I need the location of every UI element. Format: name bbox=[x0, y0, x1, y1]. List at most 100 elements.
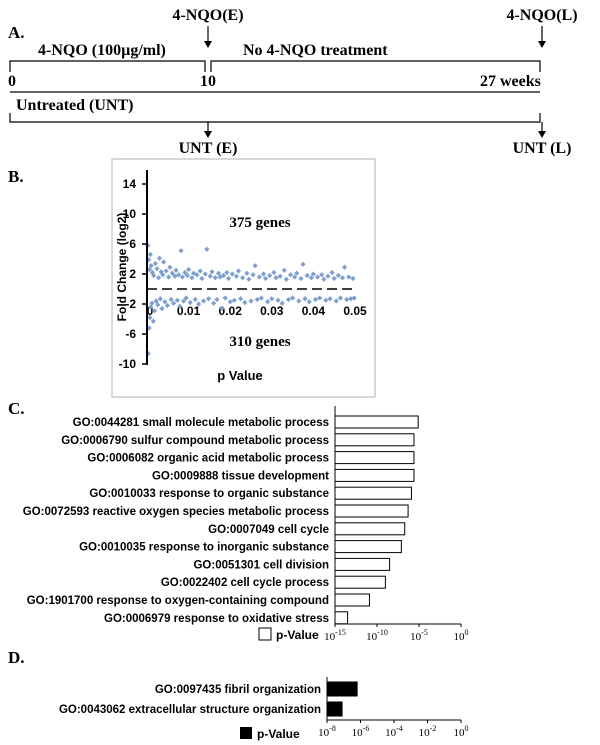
scatter-point bbox=[269, 296, 275, 302]
scatter-point bbox=[184, 272, 190, 279]
arrow-unt-early-head bbox=[204, 131, 212, 138]
scatter-point bbox=[339, 275, 346, 281]
scatter-point bbox=[294, 270, 300, 276]
scatter-point bbox=[151, 272, 157, 279]
scatter-point bbox=[166, 274, 172, 280]
scatter-point bbox=[225, 275, 232, 282]
bar bbox=[334, 593, 370, 607]
scatter-point bbox=[160, 272, 166, 278]
panel-d-letter: D. bbox=[8, 648, 25, 667]
x-tick-base: 10 bbox=[385, 727, 397, 739]
x-tick-exponent: -5 bbox=[421, 628, 428, 637]
d-legend-label: p-Value bbox=[257, 727, 300, 741]
x-tick-base: 10 bbox=[324, 631, 336, 643]
scatter-point bbox=[258, 295, 264, 301]
scatter-point bbox=[210, 300, 217, 306]
c-legend-label: p-Value bbox=[276, 628, 319, 642]
scatter-point bbox=[252, 263, 258, 269]
tick-week-0: 0 bbox=[8, 73, 16, 90]
scatter-point bbox=[171, 300, 177, 306]
scatter-point bbox=[164, 302, 170, 309]
tick-week-10: 10 bbox=[200, 73, 216, 90]
scatter-point bbox=[229, 271, 235, 277]
x-tick-base: 10 bbox=[454, 727, 466, 739]
scatter-point bbox=[162, 299, 168, 305]
panel-c-letter: C. bbox=[8, 399, 25, 418]
scatter-point bbox=[323, 297, 329, 303]
scatter-point bbox=[287, 272, 294, 278]
scatter-point bbox=[260, 271, 267, 277]
scatter-x-tick-label: 0.05 bbox=[343, 304, 367, 318]
scatter-point bbox=[215, 270, 222, 276]
scatter-point bbox=[290, 295, 296, 301]
scatter-point bbox=[317, 295, 323, 301]
x-tick-exponent: -15 bbox=[335, 628, 346, 637]
scatter-y-tick-label: 2 bbox=[129, 267, 136, 281]
scatter-point bbox=[173, 267, 179, 273]
scatter-point bbox=[300, 261, 306, 267]
label-unt-late: UNT (L) bbox=[513, 140, 572, 157]
x-tick-exponent: -4 bbox=[396, 724, 403, 733]
scatter-point bbox=[310, 271, 316, 277]
x-tick-label: 10-8 bbox=[318, 724, 336, 739]
x-tick-exponent: 0 bbox=[465, 628, 469, 637]
scatter-point bbox=[238, 296, 244, 302]
c-legend-swatch bbox=[258, 627, 272, 641]
scatter-point bbox=[279, 300, 285, 306]
scatter-point bbox=[342, 264, 348, 270]
scatter-point bbox=[262, 275, 269, 282]
category-label: GO:0009888 tissue development bbox=[152, 470, 329, 482]
label-no-treatment: No 4-NQO treatment bbox=[243, 42, 388, 59]
scatter-point bbox=[351, 295, 357, 301]
x-tick-exponent: 0 bbox=[465, 724, 469, 733]
bar bbox=[334, 486, 412, 500]
label-treatment: 4-NQO (100µg/ml) bbox=[38, 42, 166, 59]
scatter-point bbox=[176, 272, 182, 278]
panel-d: D. GO:0097435 fibril organization GO:0043… bbox=[8, 648, 469, 741]
scatter-point bbox=[207, 273, 213, 279]
scatter-point bbox=[163, 268, 169, 274]
scatter-point bbox=[250, 272, 256, 278]
bar bbox=[334, 557, 391, 571]
category-label: GO:0072593 reactive oxygen species metab… bbox=[23, 506, 329, 518]
scatter-point bbox=[151, 308, 158, 314]
scatter-point bbox=[233, 273, 240, 279]
category-label: GO:0051301 cell division bbox=[193, 559, 329, 571]
scatter-point bbox=[172, 273, 178, 279]
d-bars: GO:0097435 fibril organization GO:0043062… bbox=[59, 681, 358, 717]
x-tick-base: 10 bbox=[454, 631, 466, 643]
tick-week-27: 27 weeks bbox=[480, 73, 541, 90]
x-tick-base: 10 bbox=[410, 631, 422, 643]
category-label: GO:1901700 response to oxygen-containing… bbox=[27, 595, 329, 607]
scatter-point bbox=[161, 259, 167, 265]
scatter-point bbox=[227, 299, 233, 305]
scatter-point bbox=[205, 296, 212, 302]
x-tick-label: 10-6 bbox=[352, 724, 370, 739]
scatter-point bbox=[199, 275, 205, 282]
scatter-point bbox=[181, 298, 187, 304]
scatter-point bbox=[321, 276, 327, 282]
scatter-point bbox=[152, 260, 158, 267]
scatter-point bbox=[271, 269, 277, 276]
scatter-point bbox=[212, 275, 218, 281]
scatter-points bbox=[145, 242, 357, 357]
category-label: GO:0022402 cell cycle process bbox=[161, 577, 329, 589]
scatter-point bbox=[265, 299, 271, 305]
bar bbox=[334, 611, 349, 625]
scatter-point bbox=[283, 276, 289, 282]
scatter-point bbox=[146, 266, 153, 273]
bar bbox=[334, 468, 415, 482]
bar bbox=[334, 433, 415, 447]
scatter-point bbox=[204, 246, 210, 252]
bracket-untreated bbox=[9, 113, 541, 123]
scatter-point bbox=[183, 295, 189, 301]
scatter-x-ticks: 0 0.01 0.02 0.03 0.04 0.05 bbox=[147, 304, 367, 318]
scatter-x-tick-label: 0.01 bbox=[177, 304, 201, 318]
scatter-point bbox=[178, 248, 184, 254]
scatter-y-ticks: -10 -6 -2 2 6 10 14 bbox=[119, 177, 147, 371]
scatter-point bbox=[177, 303, 183, 309]
scatter-point bbox=[275, 297, 281, 303]
scatter-point bbox=[273, 275, 279, 281]
scatter-point bbox=[156, 255, 163, 261]
